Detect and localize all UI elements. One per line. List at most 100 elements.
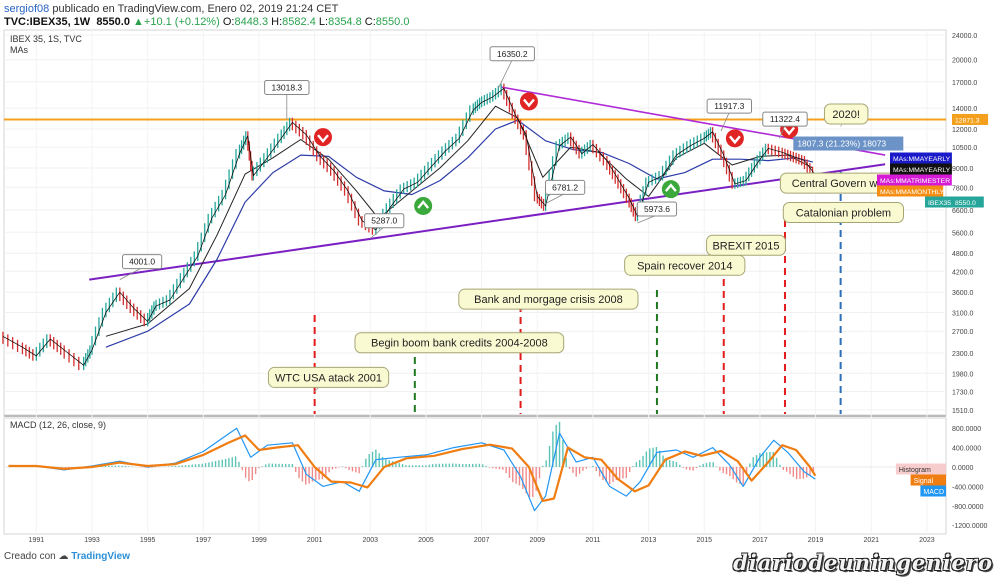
macd-title: MACD (12, 26, close, 9) xyxy=(10,420,106,430)
chart-header-publish: sergiof08 publicado en TradingView.com, … xyxy=(4,3,338,15)
price-tag-label: IBEX35 xyxy=(928,200,951,207)
price-box xyxy=(264,79,310,95)
price-tick-label: 12000.0 xyxy=(952,127,977,134)
measure-label: 1807.3 (21.23%) 18073 xyxy=(797,139,886,149)
event-callout-label: Begin boom bank credits 2004-2008 xyxy=(371,338,548,350)
price-tag-label: MAs:MMAYEARLY xyxy=(893,156,951,163)
macd-pane xyxy=(4,421,946,512)
event-callout xyxy=(823,103,869,125)
price-tag xyxy=(925,196,957,208)
high-value: 8582.4 xyxy=(282,16,316,28)
author-link[interactable]: sergiof08 xyxy=(4,3,50,15)
time-tick-label: 1995 xyxy=(140,537,156,544)
price-box xyxy=(706,98,753,114)
macd-tag xyxy=(920,485,946,497)
time-axis[interactable]: 1991 1993 1995 1997 1999 2001 2003 2005 2007 2009… xyxy=(29,537,935,544)
price-box-label: 13018.3 xyxy=(271,82,302,92)
price-box-leader xyxy=(542,193,566,206)
price-box xyxy=(762,111,808,127)
macd-tick-label: -800.0000 xyxy=(952,504,984,511)
macd-tag-label: Histogram xyxy=(899,467,931,474)
macd-tag xyxy=(895,463,946,475)
price-tick-label: 9000.0 xyxy=(952,166,974,173)
price-box xyxy=(121,254,163,270)
price-box-leader xyxy=(119,267,143,280)
macd-tag-label: Signal xyxy=(914,478,934,485)
price-box-label: 11322.4 xyxy=(770,114,800,124)
price-tick-label: 1730.0 xyxy=(952,390,974,397)
symbol-label: TVC:IBEX35, 1W xyxy=(4,16,91,28)
buy-arrow-icon-glyph xyxy=(664,183,677,192)
measure-box xyxy=(793,136,904,151)
event-callout-label: BREXIT 2015 xyxy=(712,240,779,252)
price-box-leader xyxy=(720,111,730,132)
time-tick-label: 1991 xyxy=(29,537,45,544)
macd-pane-border xyxy=(3,417,947,535)
event-callout-label: 2020! xyxy=(832,109,860,121)
time-tick-label: 2019 xyxy=(808,537,824,544)
price-axis[interactable]: 24000.0 20000.0 17000.0 14000.0 12000.0 10500… xyxy=(952,33,988,530)
macd-tick-label: -400.0000 xyxy=(952,484,984,491)
price-box xyxy=(489,46,535,62)
sell-arrow-icon-glyph xyxy=(523,98,535,108)
time-tick-label: 2005 xyxy=(418,537,434,544)
price-tick-label: 4800.0 xyxy=(952,251,974,258)
tradingview-brand[interactable]: TradingView xyxy=(71,551,130,562)
price-tag xyxy=(952,196,984,208)
time-tick-label: 2001 xyxy=(307,537,323,544)
chart-frame xyxy=(3,29,947,535)
price-tick-label: 7800.0 xyxy=(952,185,974,192)
time-tick-label: 2015 xyxy=(696,537,712,544)
price-tag xyxy=(890,152,952,164)
support-trend-line xyxy=(89,163,886,281)
price-tag-label: 8550.0 xyxy=(955,200,976,207)
time-tick-label: 2013 xyxy=(641,537,657,544)
price-tick-label: 1980.0 xyxy=(952,371,974,378)
open-value: 8448.3 xyxy=(234,16,269,28)
price-tick-label: 1510.0 xyxy=(952,408,974,415)
price-tick-label: 17000.0 xyxy=(952,80,977,87)
time-tick-label: 1999 xyxy=(251,537,267,544)
price-tick-label: 4200.0 xyxy=(952,269,974,276)
event-callout-label: Catalonian problem xyxy=(796,208,891,220)
price-tick-label: 10500.0 xyxy=(952,145,977,152)
price-tag xyxy=(952,113,989,125)
buy-arrow-icon xyxy=(661,180,680,199)
publish-info: publicado en TradingView.com, Enero 02, … xyxy=(52,3,339,15)
ma-long-line xyxy=(105,119,813,348)
price-line xyxy=(2,87,816,366)
event-callout xyxy=(458,288,639,310)
chart-grid xyxy=(4,30,946,534)
time-tick-label: 1993 xyxy=(84,537,100,544)
price-tag xyxy=(877,174,952,186)
sell-arrow-icon xyxy=(519,92,538,111)
time-tick-label: 2023 xyxy=(919,537,935,544)
price-box xyxy=(545,179,586,195)
event-callout xyxy=(354,332,565,354)
buy-arrow-icon xyxy=(414,196,433,215)
price-tick-label: 20000.0 xyxy=(952,58,977,65)
annotations: 13018.3 16350.2 11917.3 11322.4 4001.0 5287.0… xyxy=(119,46,907,392)
ma-short-line xyxy=(105,105,814,337)
price-box-label: 16350.2 xyxy=(497,49,528,59)
time-tick-label: 2007 xyxy=(474,537,490,544)
price-tag-label: MAs:MMAYEARLY xyxy=(893,167,951,174)
event-callout xyxy=(624,254,746,276)
price-tag-label: 12871.3 xyxy=(955,117,980,124)
price-box xyxy=(364,213,405,229)
event-callout xyxy=(267,366,390,388)
price-change: +10.1 (+0.12%) xyxy=(143,16,220,28)
price-series xyxy=(2,83,816,371)
sell-arrow-icon-glyph xyxy=(728,135,741,145)
last-price: 8550.0 xyxy=(96,16,130,28)
price-box-label: 6781.2 xyxy=(552,182,578,192)
event-callout xyxy=(706,234,786,256)
footer-credit: Creado con ☁ TradingView xyxy=(4,551,130,562)
price-box-label: 5287.0 xyxy=(371,216,397,226)
macd-tick-label: 800.0000 xyxy=(952,426,981,433)
buy-arrow-icon-glyph xyxy=(417,200,430,209)
price-box-label: 5973.6 xyxy=(644,204,670,214)
macd-tag-label: MACD xyxy=(923,489,944,496)
sell-arrow-icon-glyph xyxy=(317,134,329,143)
